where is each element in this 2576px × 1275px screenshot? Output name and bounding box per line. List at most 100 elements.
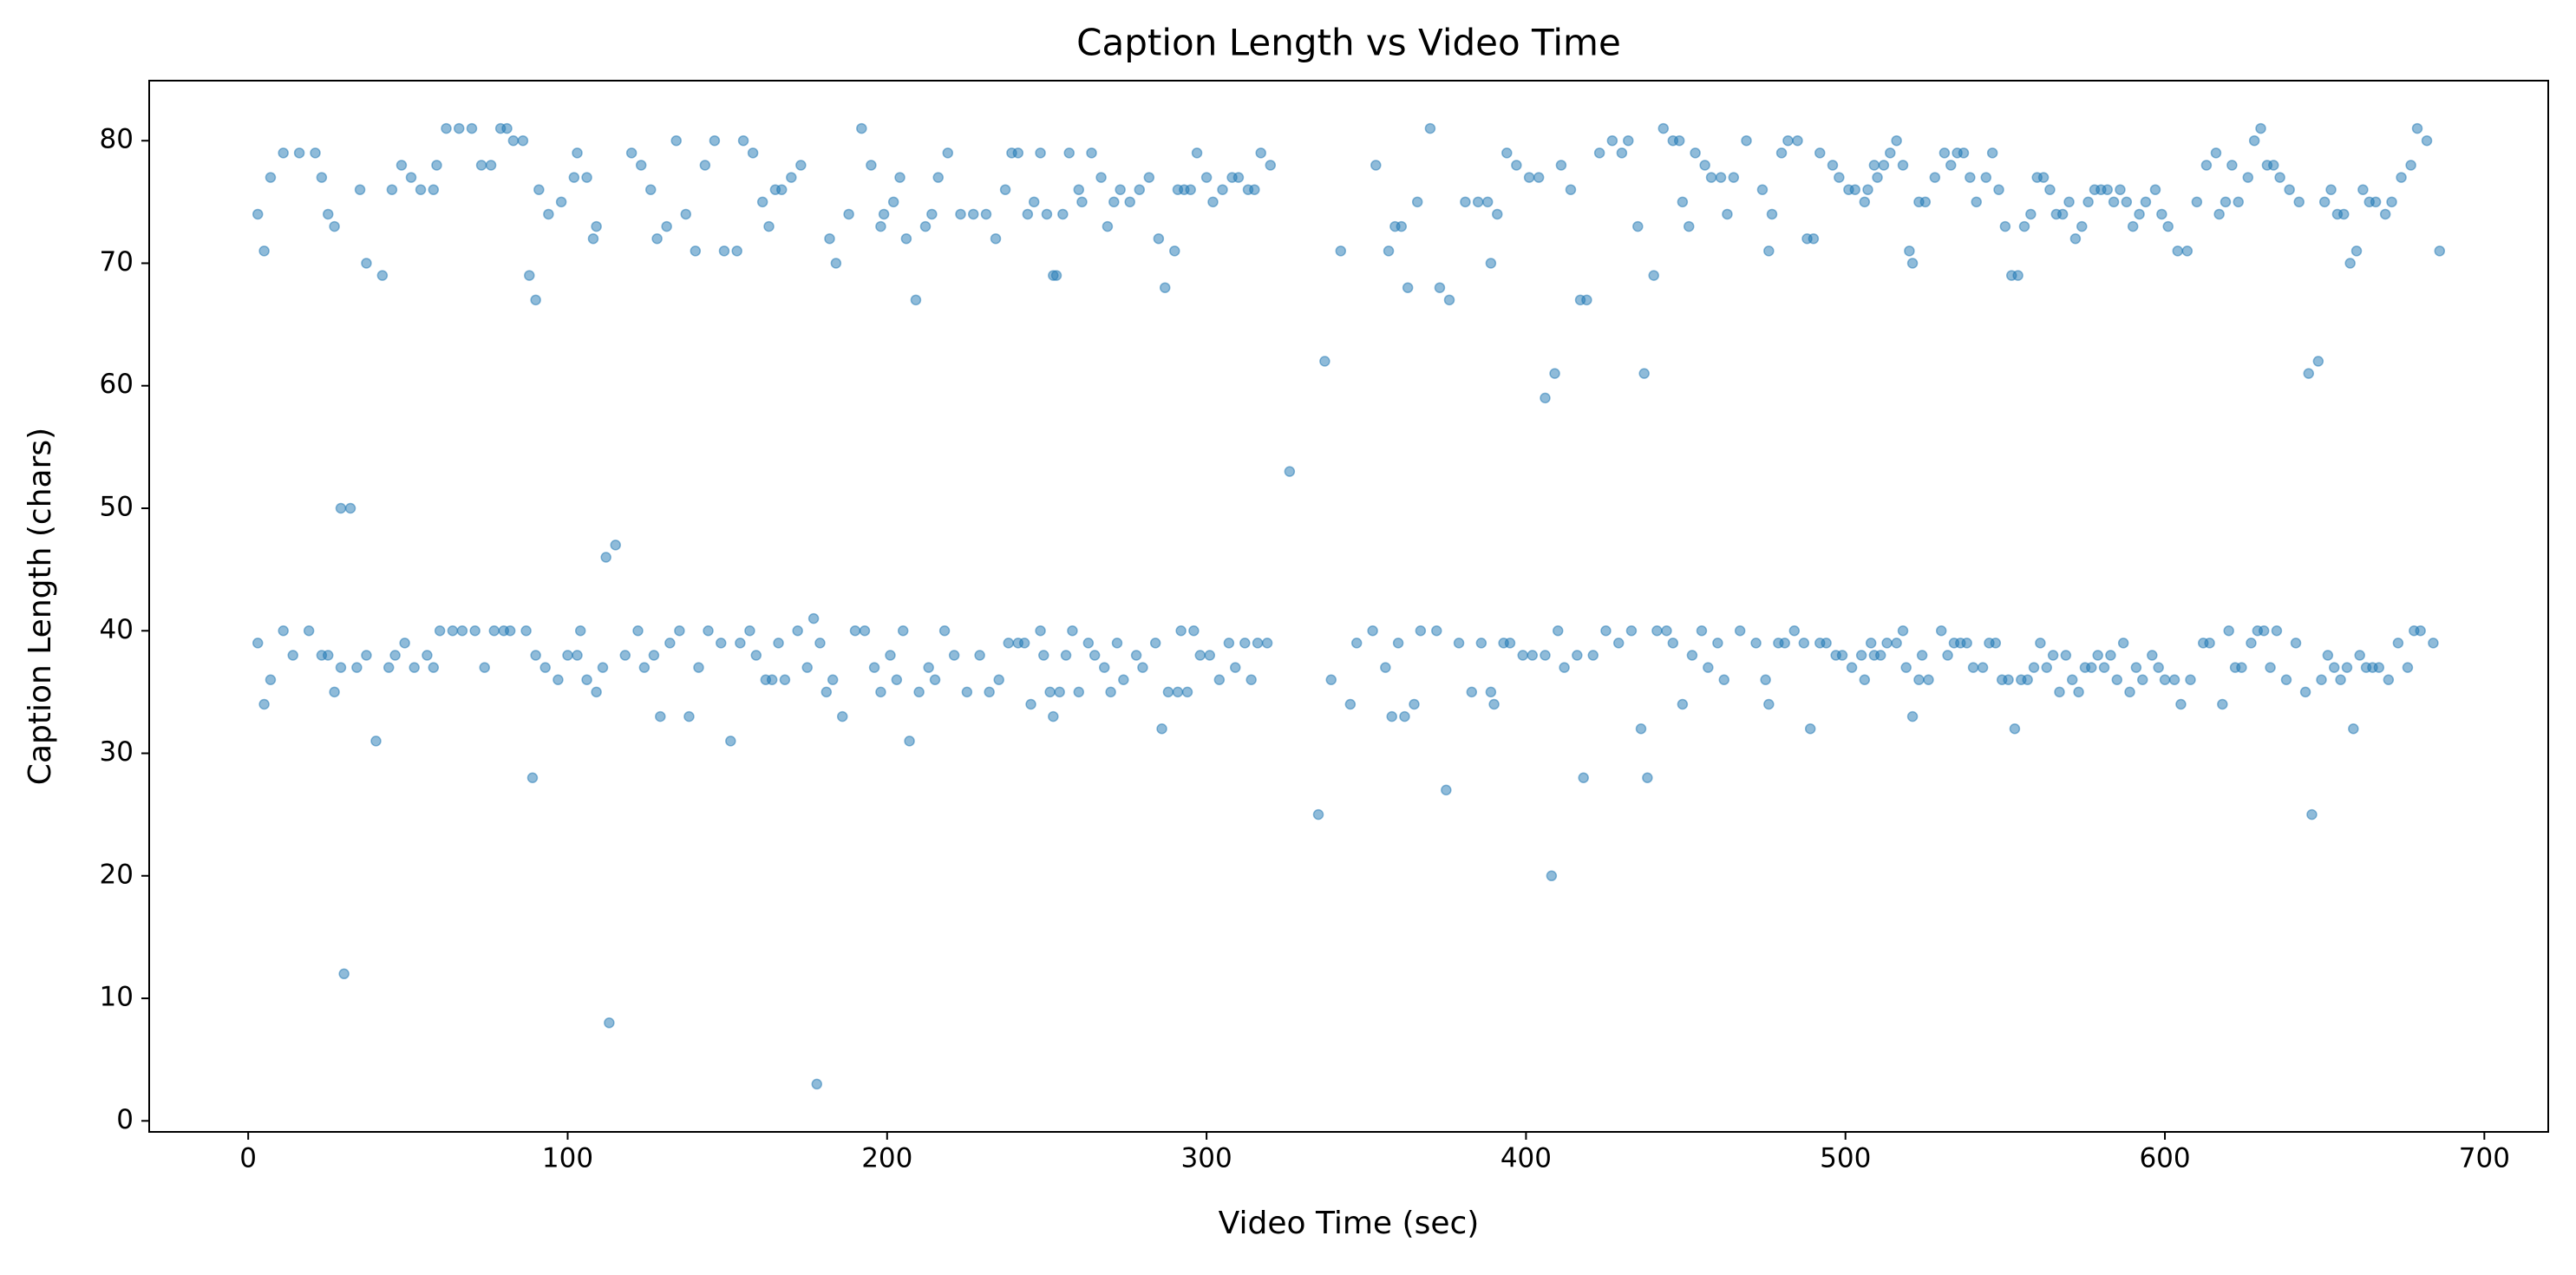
point xyxy=(1038,650,1049,661)
point xyxy=(1635,723,1647,735)
point xyxy=(323,208,334,220)
point xyxy=(1885,147,1896,159)
point xyxy=(779,674,791,686)
point xyxy=(2111,674,2123,686)
point xyxy=(2306,808,2318,821)
point xyxy=(1035,147,1046,159)
point xyxy=(2386,196,2397,208)
point xyxy=(2405,160,2416,171)
point xyxy=(1565,184,1577,195)
point xyxy=(447,625,459,637)
point xyxy=(1207,196,1219,208)
point xyxy=(1453,638,1465,649)
point xyxy=(859,625,871,637)
point xyxy=(929,674,941,686)
point xyxy=(868,662,880,673)
point xyxy=(382,662,395,673)
point xyxy=(1939,147,1951,159)
point xyxy=(1409,698,1420,710)
point xyxy=(786,172,797,183)
chart-title: Caption Length vs Video Time xyxy=(1076,22,1621,64)
point xyxy=(1814,147,1826,159)
point xyxy=(389,650,401,661)
point xyxy=(776,184,788,195)
point xyxy=(2191,196,2203,208)
point xyxy=(1511,160,1522,171)
point xyxy=(1718,674,1730,686)
point xyxy=(1703,662,1714,673)
point xyxy=(635,160,647,171)
point xyxy=(1527,650,1539,661)
point xyxy=(938,625,951,637)
point xyxy=(1859,196,1871,208)
point xyxy=(2009,723,2021,735)
point xyxy=(2370,196,2382,208)
point xyxy=(1082,638,1095,649)
point xyxy=(1386,710,1397,722)
point xyxy=(2117,638,2129,649)
point xyxy=(1185,184,1196,195)
point xyxy=(2299,686,2311,698)
point xyxy=(488,625,500,637)
y-tick-label: 80 xyxy=(100,124,134,155)
point xyxy=(434,625,446,637)
point xyxy=(2328,662,2340,673)
point xyxy=(1044,686,1056,698)
point xyxy=(361,650,372,661)
point xyxy=(1325,674,1337,686)
point xyxy=(524,270,535,281)
point xyxy=(581,674,592,686)
point xyxy=(1648,270,1659,281)
point xyxy=(1350,638,1363,649)
point xyxy=(1792,134,1803,147)
point xyxy=(2066,674,2078,686)
point xyxy=(1715,172,1727,183)
point xyxy=(638,662,651,673)
point xyxy=(1855,650,1867,661)
point xyxy=(2217,698,2228,710)
point xyxy=(1025,698,1036,710)
point xyxy=(1971,196,1982,208)
point xyxy=(1048,710,1059,722)
point xyxy=(2200,160,2213,171)
point xyxy=(1600,625,1612,637)
point xyxy=(604,1017,615,1029)
point xyxy=(830,258,842,269)
point xyxy=(1578,772,1589,784)
point xyxy=(2428,638,2439,649)
point xyxy=(1990,638,2002,649)
point xyxy=(1396,220,1408,232)
point xyxy=(913,686,925,698)
point xyxy=(2124,686,2135,698)
point xyxy=(1986,147,1998,159)
point xyxy=(1942,650,1953,661)
point xyxy=(1612,638,1625,649)
point xyxy=(1501,147,1513,159)
point xyxy=(2127,220,2139,232)
point xyxy=(2303,368,2315,379)
point xyxy=(885,650,896,661)
point xyxy=(801,662,813,673)
point xyxy=(2248,134,2260,147)
point xyxy=(1118,674,1129,686)
point xyxy=(1181,686,1193,698)
point xyxy=(2086,662,2097,673)
point xyxy=(2149,184,2161,195)
point xyxy=(1862,184,1873,195)
point xyxy=(1606,134,1618,147)
point xyxy=(1028,196,1040,208)
point xyxy=(1834,172,1845,183)
point xyxy=(1549,368,1560,379)
point xyxy=(683,710,695,722)
point xyxy=(2338,208,2350,220)
point xyxy=(316,172,328,183)
point xyxy=(1149,638,1161,649)
point xyxy=(1859,674,1871,686)
point xyxy=(1060,650,1072,661)
point xyxy=(329,686,340,698)
point xyxy=(533,184,545,195)
point xyxy=(354,184,366,195)
point xyxy=(1124,196,1135,208)
point xyxy=(2121,196,2133,208)
point xyxy=(856,122,867,134)
